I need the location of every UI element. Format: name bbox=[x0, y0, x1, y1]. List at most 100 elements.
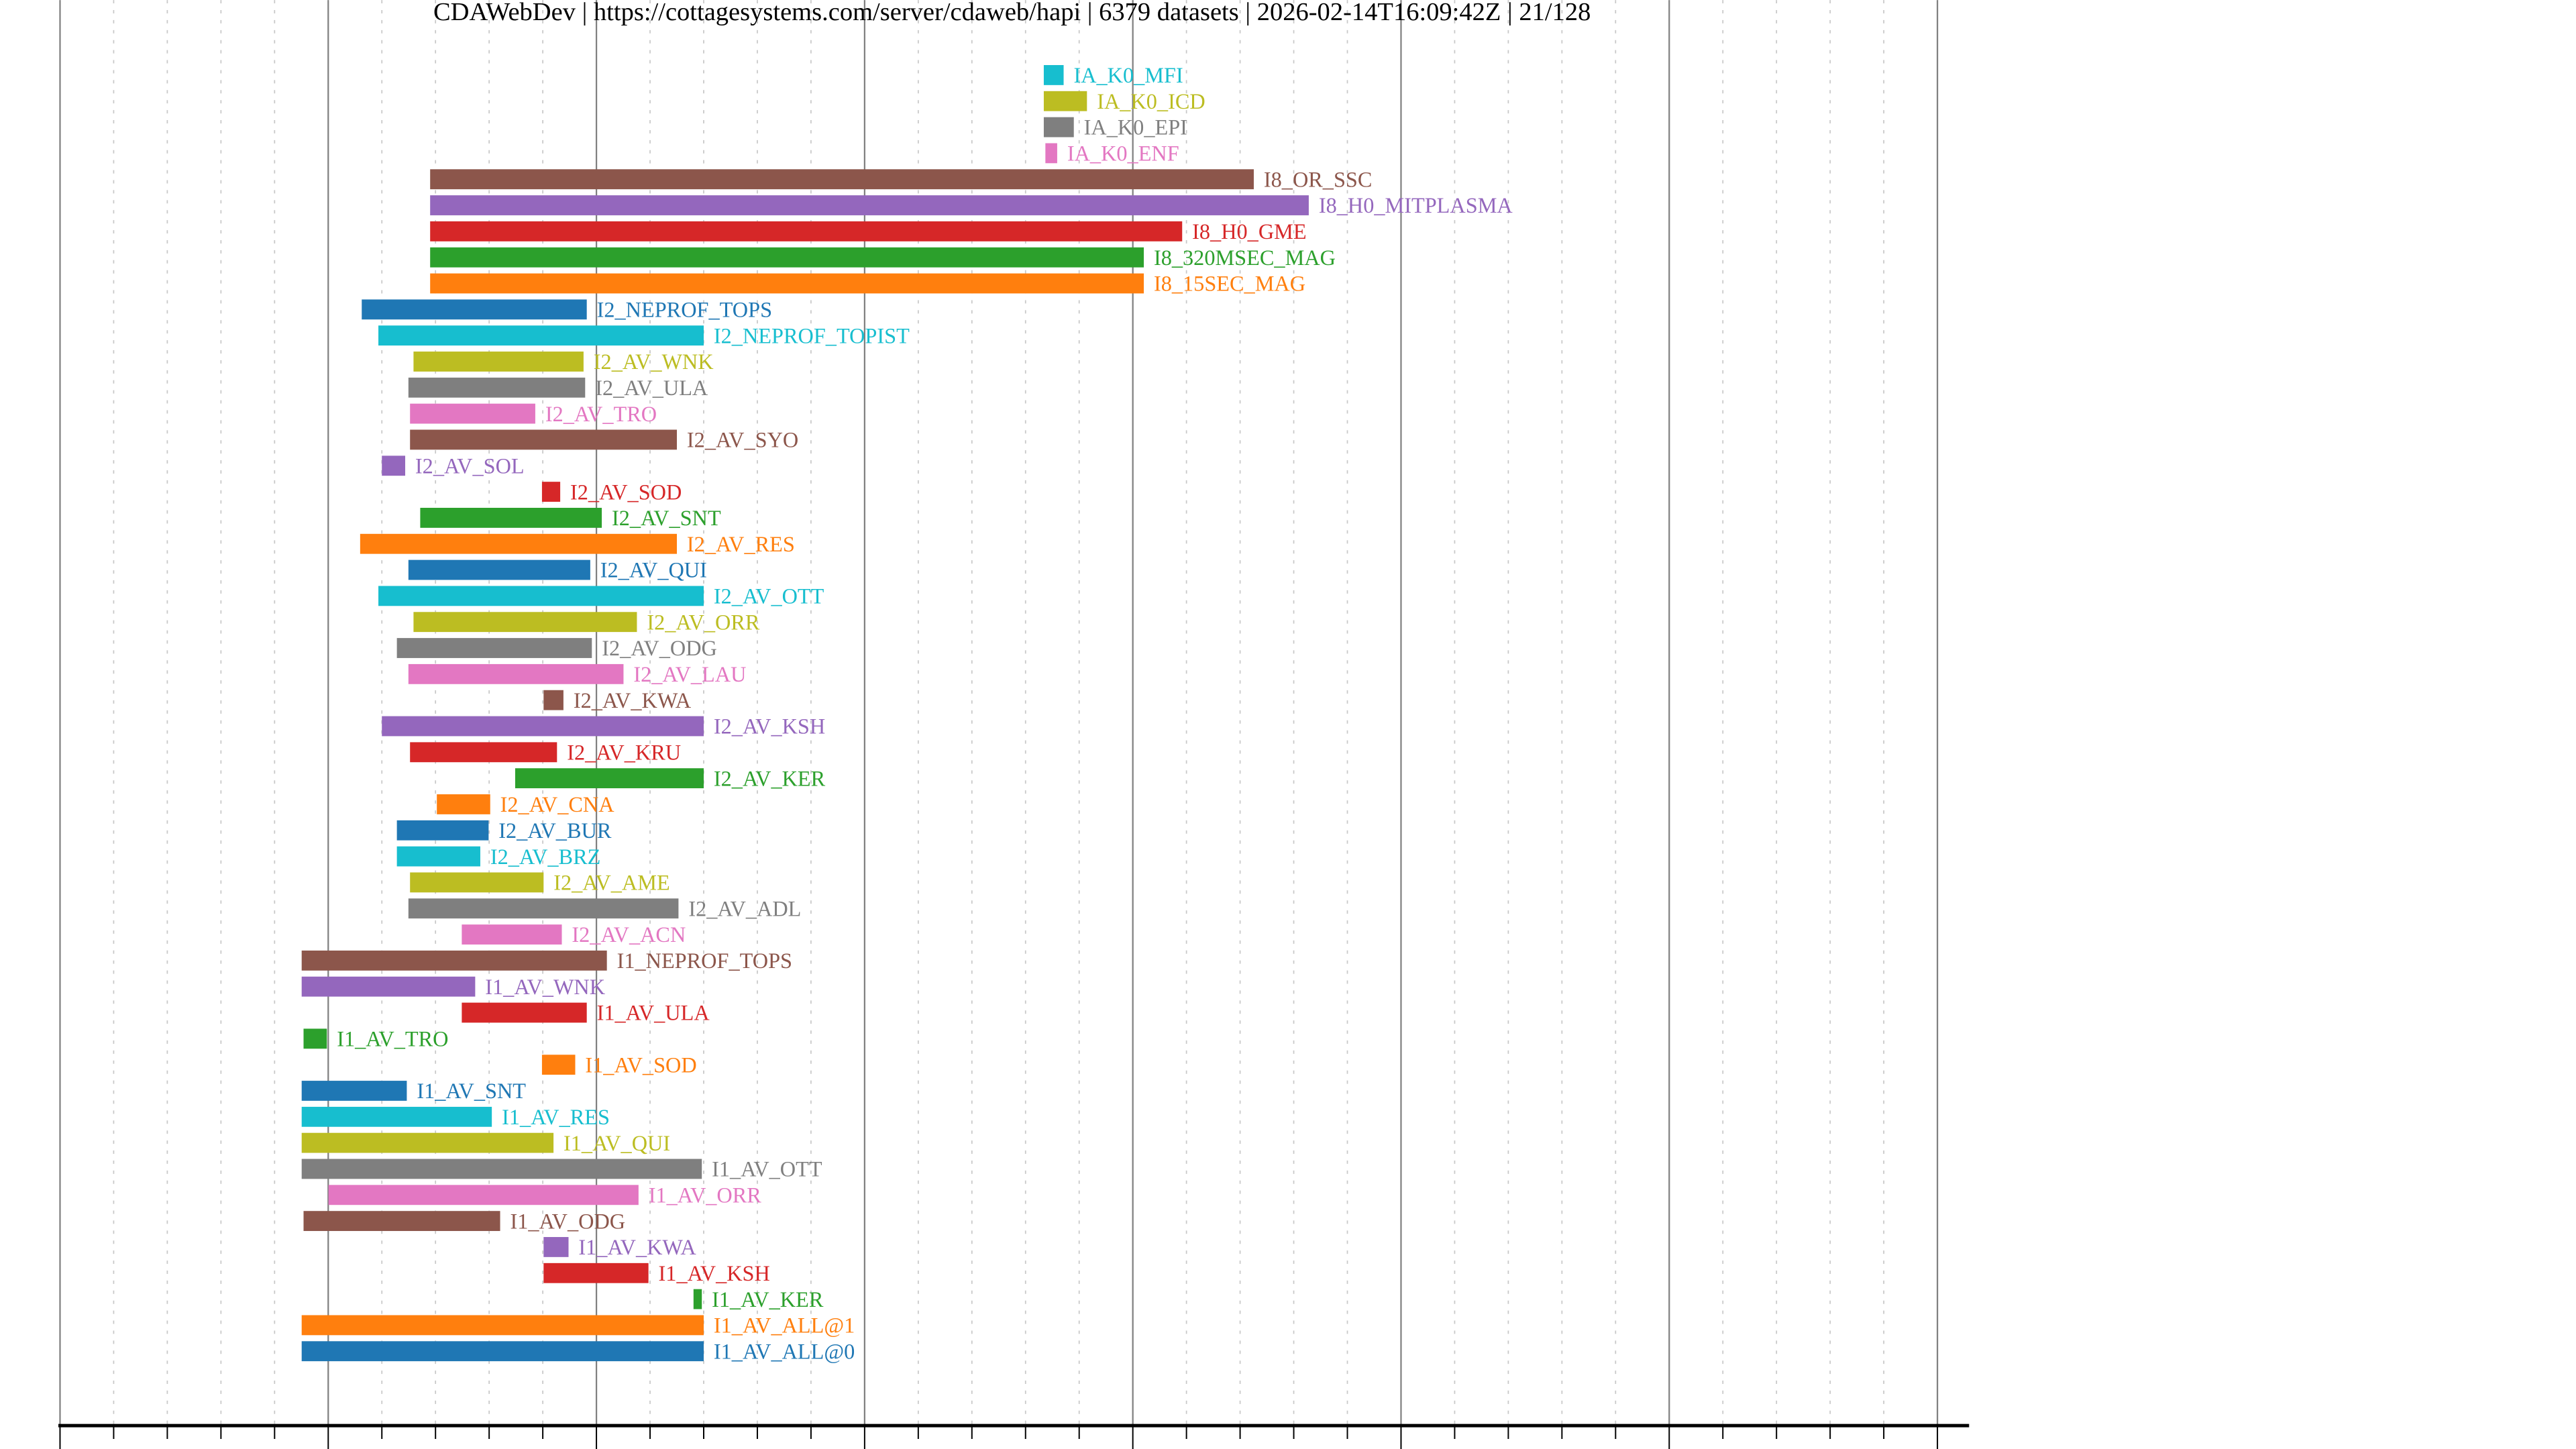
timeline-bar bbox=[1043, 117, 1074, 138]
x-tick-label: 1980 bbox=[573, 1445, 620, 1449]
bar-label: I2_AV_ACN bbox=[572, 922, 686, 947]
bar-label: I2_AV_OTT bbox=[714, 584, 824, 608]
timeline-bar bbox=[301, 1159, 702, 1179]
timeline-bar bbox=[430, 195, 1309, 215]
bar-label: I8_OR_SSC bbox=[1264, 167, 1373, 191]
timeline-bar bbox=[543, 1263, 649, 1283]
timeline-bar bbox=[1043, 65, 1064, 85]
bar-label: I1_AV_ALL@1 bbox=[714, 1313, 855, 1338]
timeline-bar bbox=[408, 559, 590, 580]
bar-label: I1_AV_KWA bbox=[578, 1235, 696, 1259]
timeline-bar bbox=[396, 820, 489, 841]
x-tick-label: 2000 bbox=[1110, 1445, 1157, 1449]
bar-label: I2_AV_RES bbox=[687, 532, 795, 556]
timeline-bar bbox=[378, 586, 704, 606]
bar-label: I1_AV_QUI bbox=[564, 1131, 670, 1155]
bar-label: I1_AV_KER bbox=[712, 1287, 824, 1311]
x-tick-label: 2020 bbox=[1646, 1445, 1693, 1449]
chart-title: CDAWebDev | https://cottagesystems.com/s… bbox=[433, 0, 1591, 26]
bar-label: I2_AV_ADL bbox=[688, 896, 801, 920]
timeline-bar bbox=[408, 663, 624, 684]
timeline-bar bbox=[420, 507, 602, 528]
bar-label: I1_AV_OTT bbox=[712, 1157, 822, 1181]
bar-label: I2_AV_SNT bbox=[612, 506, 721, 530]
timeline-bar bbox=[515, 768, 704, 789]
timeline-bar bbox=[430, 273, 1144, 294]
timeline-bar bbox=[430, 221, 1183, 241]
bar-label: I2_AV_LAU bbox=[633, 662, 746, 686]
timeline-bar bbox=[301, 976, 476, 997]
bar-label: I8_320MSEC_MAG bbox=[1154, 246, 1336, 270]
timeline-bar bbox=[541, 482, 561, 502]
timeline-bar bbox=[410, 403, 535, 424]
bar-label: IA_K0_ENF bbox=[1067, 142, 1179, 166]
bar-label: I2_AV_KRU bbox=[567, 740, 681, 764]
grid bbox=[59, 0, 1939, 1426]
bar-label: I1_AV_WNK bbox=[485, 975, 605, 999]
timeline-bar bbox=[328, 1185, 639, 1205]
timeline-bar bbox=[1043, 91, 1087, 111]
timeline-bar bbox=[301, 1341, 704, 1362]
bar-label: I1_NEPROF_TOPS bbox=[617, 949, 792, 973]
timeline-bar bbox=[301, 1315, 704, 1336]
timeline-bar bbox=[693, 1289, 702, 1309]
bar-label: I1_AV_KSH bbox=[659, 1261, 770, 1285]
timeline-bar bbox=[541, 1055, 576, 1075]
bar-label: I2_AV_SOL bbox=[415, 453, 525, 478]
bar-label: I1_AV_ULA bbox=[597, 1001, 710, 1025]
timeline-bar bbox=[301, 1106, 492, 1127]
timeline-bar bbox=[303, 1211, 500, 1232]
bar-label: I2_AV_KER bbox=[714, 766, 826, 790]
timeline-bar bbox=[430, 247, 1144, 268]
x-tick-label: 2010 bbox=[1378, 1445, 1425, 1449]
bar-label: I2_AV_QUI bbox=[600, 558, 707, 582]
timeline-bar bbox=[360, 533, 678, 554]
bar-label: I2_AV_KSH bbox=[714, 714, 825, 739]
bar-label: I1_AV_SOD bbox=[585, 1053, 696, 1077]
bar-label: I2_NEPROF_TOPS bbox=[597, 298, 772, 322]
bar-label: I1_AV_RES bbox=[502, 1105, 610, 1129]
x-tick-label: 2030 bbox=[1914, 1445, 1961, 1449]
bar-label: IA_K0_EPI bbox=[1084, 115, 1187, 140]
bar-label: I8_H0_GME bbox=[1192, 219, 1306, 244]
timeline-bar bbox=[410, 429, 678, 450]
timeline-bar bbox=[396, 638, 592, 658]
x-tick-label: 1990 bbox=[841, 1445, 888, 1449]
timeline-bar bbox=[1045, 143, 1057, 164]
timeline-bar bbox=[408, 377, 586, 398]
bar-label: I2_AV_ORR bbox=[647, 610, 760, 634]
timeline-bar bbox=[396, 846, 480, 867]
timeline-bar bbox=[301, 1081, 407, 1101]
timeline-bar bbox=[378, 325, 704, 346]
bar-label: I1_AV_SNT bbox=[417, 1079, 526, 1103]
bar-label: I1_AV_ALL@0 bbox=[714, 1339, 855, 1363]
bar-label: I1_AV_TRO bbox=[337, 1027, 448, 1051]
bar-label: I2_AV_ODG bbox=[602, 636, 717, 660]
timeline-bar bbox=[301, 1132, 554, 1153]
timeline-bar bbox=[462, 924, 562, 945]
timeline-bar bbox=[543, 1237, 569, 1257]
bar-label: I2_AV_TRO bbox=[545, 402, 657, 426]
timeline-bar bbox=[462, 1002, 587, 1023]
bar-label: I1_AV_ODG bbox=[510, 1209, 625, 1233]
bar-label: I2_AV_WNK bbox=[594, 350, 714, 374]
timeline-bar bbox=[430, 169, 1254, 190]
timeline-bar bbox=[410, 872, 544, 893]
bar-label: I8_15SEC_MAG bbox=[1154, 272, 1305, 296]
bar-label: I2_AV_CNA bbox=[500, 792, 615, 816]
bar-label: I1_AV_ORR bbox=[649, 1183, 762, 1207]
x-tick-label: 1970 bbox=[305, 1445, 352, 1449]
timeline-bar bbox=[413, 612, 637, 633]
x-tick-label: 1960 bbox=[37, 1445, 84, 1449]
bar-label: I2_NEPROF_TOPIST bbox=[714, 323, 910, 347]
x-axis: 1960 1970 1980 1990 2000 2010 2020 2030 bbox=[37, 1424, 1970, 1449]
timeline-bar bbox=[301, 950, 607, 971]
bar-label: I2_AV_SYO bbox=[687, 428, 798, 452]
bar-label: IA_K0_ICD bbox=[1097, 89, 1205, 113]
timeline-bar bbox=[362, 299, 587, 320]
timeline-bar bbox=[382, 716, 704, 737]
timeline-bar bbox=[543, 690, 564, 710]
